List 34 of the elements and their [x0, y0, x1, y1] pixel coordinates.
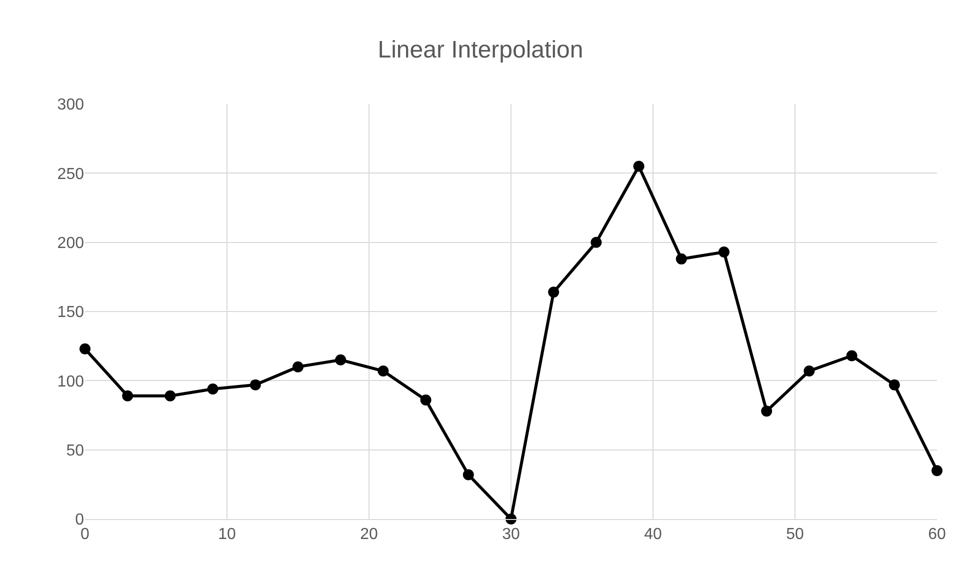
point — [335, 354, 346, 366]
y-tick-label: 150 — [57, 304, 84, 322]
point — [80, 343, 90, 354]
point — [633, 160, 644, 172]
point — [888, 379, 900, 390]
y-tick-label: 50 — [66, 442, 84, 460]
x-tick-label: 60 — [928, 526, 946, 544]
point — [207, 383, 218, 394]
point — [932, 465, 942, 476]
x-tick-label: 30 — [502, 526, 520, 544]
point — [718, 246, 730, 258]
x-tick-label: 40 — [644, 526, 662, 544]
point — [761, 406, 772, 417]
y-tick-label: 300 — [57, 96, 84, 114]
x-tick-label: 50 — [786, 526, 804, 544]
point — [378, 365, 389, 376]
point — [462, 469, 474, 480]
point — [292, 361, 304, 372]
chart-title: Linear Interpolation — [378, 36, 584, 64]
y-tick-label: 100 — [57, 373, 84, 390]
point — [420, 394, 432, 406]
y-tick-label: 250 — [57, 166, 84, 183]
y-tick-label: 0 — [75, 512, 84, 529]
point — [250, 379, 261, 390]
point — [846, 350, 858, 362]
point — [804, 365, 815, 376]
y-tick-label: 200 — [57, 234, 84, 252]
point — [676, 253, 687, 264]
point — [590, 236, 602, 248]
x-tick-label: 20 — [360, 526, 378, 544]
point — [548, 286, 560, 298]
x-tick-label: 10 — [218, 526, 236, 544]
point — [122, 390, 134, 402]
point — [164, 390, 176, 402]
